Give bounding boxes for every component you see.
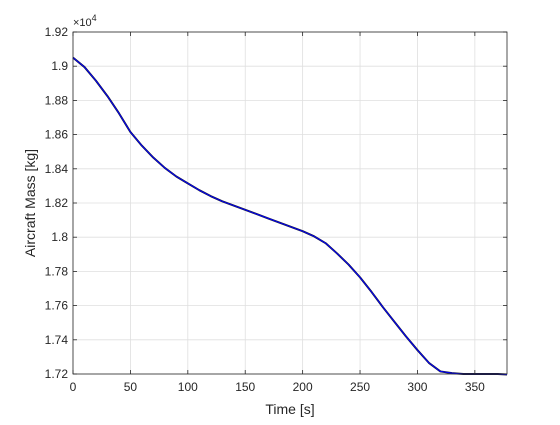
y-tick-label: 1.84 (45, 162, 69, 176)
y-tick-label: 1.82 (45, 196, 69, 210)
x-tick-label: 300 (407, 380, 427, 394)
x-tick-label: 0 (70, 380, 77, 394)
y-tick-label: 1.74 (45, 333, 69, 347)
x-tick-label: 100 (178, 380, 198, 394)
x-tick-label: 50 (124, 380, 138, 394)
x-tick-label: 250 (350, 380, 370, 394)
y-axis-label: Aircraft Mass [kg] (22, 149, 38, 257)
tick-layer: 0 50 100 150 200 250 300 350 1.72 1.74 1.76 1.78 1.8… (45, 25, 507, 394)
series-line-shadow (72, 56, 508, 376)
y-tick-label: 1.78 (45, 264, 69, 278)
y-axis-exponent-power: 4 (92, 13, 97, 23)
x-tick-label: 200 (293, 380, 313, 394)
y-tick-label: 1.76 (45, 299, 69, 313)
y-tick-label: 1.86 (45, 128, 69, 142)
series-line (72, 57, 508, 376)
y-tick-label: 1.92 (45, 25, 69, 39)
y-axis-exponent: ×104 (73, 13, 97, 29)
x-tick-label: 150 (235, 380, 255, 394)
x-tick-label: 350 (465, 380, 485, 394)
grid (72, 31, 507, 375)
series-layer (72, 56, 508, 376)
y-tick-label: 1.9 (51, 59, 68, 73)
x-axis-label: Time [s] (265, 401, 314, 417)
y-axis-exponent-base: ×10 (73, 17, 92, 29)
y-tick-label: 1.88 (45, 93, 69, 107)
y-tick-label: 1.72 (45, 367, 69, 381)
y-tick-label: 1.8 (51, 230, 68, 244)
